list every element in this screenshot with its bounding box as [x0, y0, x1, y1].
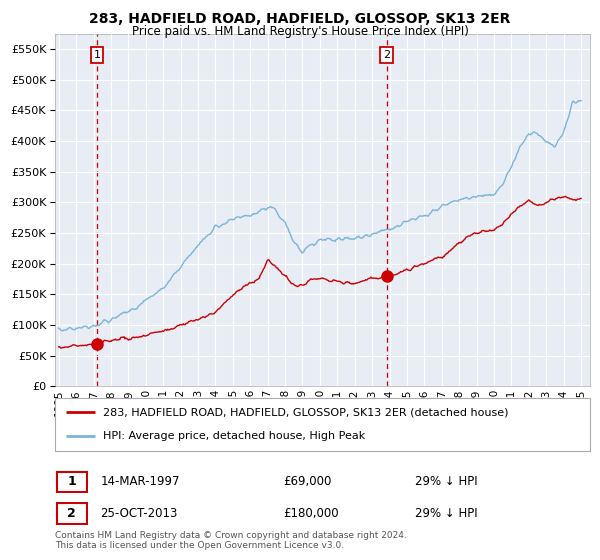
Text: £180,000: £180,000: [283, 507, 339, 520]
Text: 29% ↓ HPI: 29% ↓ HPI: [415, 475, 478, 488]
Text: 1: 1: [67, 475, 76, 488]
Text: 1: 1: [94, 50, 100, 60]
Text: 14-MAR-1997: 14-MAR-1997: [100, 475, 180, 488]
Text: 25-OCT-2013: 25-OCT-2013: [100, 507, 178, 520]
Text: 283, HADFIELD ROAD, HADFIELD, GLOSSOP, SK13 2ER (detached house): 283, HADFIELD ROAD, HADFIELD, GLOSSOP, S…: [103, 408, 509, 418]
Text: Price paid vs. HM Land Registry's House Price Index (HPI): Price paid vs. HM Land Registry's House …: [131, 25, 469, 38]
FancyBboxPatch shape: [57, 472, 86, 492]
Text: HPI: Average price, detached house, High Peak: HPI: Average price, detached house, High…: [103, 431, 365, 441]
Text: 283, HADFIELD ROAD, HADFIELD, GLOSSOP, SK13 2ER: 283, HADFIELD ROAD, HADFIELD, GLOSSOP, S…: [89, 12, 511, 26]
Text: £69,000: £69,000: [283, 475, 332, 488]
FancyBboxPatch shape: [55, 398, 590, 451]
Text: 29% ↓ HPI: 29% ↓ HPI: [415, 507, 478, 520]
Text: 2: 2: [67, 507, 76, 520]
Text: Contains HM Land Registry data © Crown copyright and database right 2024.
This d: Contains HM Land Registry data © Crown c…: [55, 531, 407, 550]
FancyBboxPatch shape: [57, 503, 86, 524]
Text: 2: 2: [383, 50, 390, 60]
